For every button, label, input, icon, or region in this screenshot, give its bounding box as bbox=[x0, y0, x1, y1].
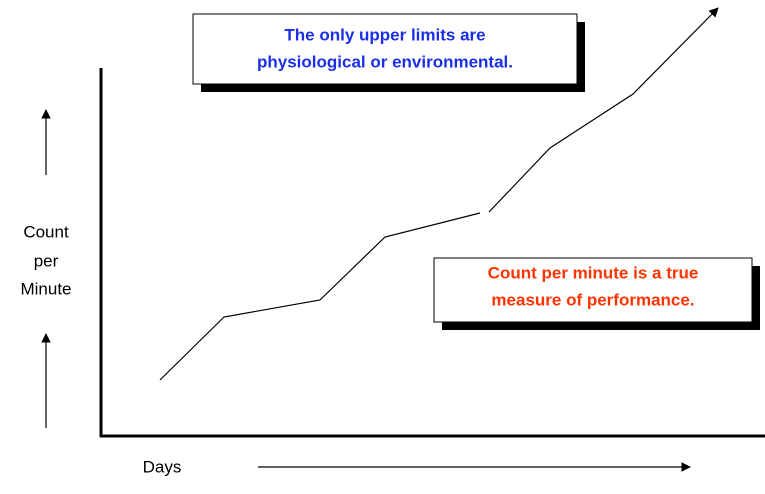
trend-line bbox=[488, 7, 719, 213]
x-axis-label: Days bbox=[143, 457, 182, 476]
callout-text: Count per minute is a true bbox=[488, 263, 699, 282]
callout-text: physiological or environmental. bbox=[257, 52, 513, 71]
callout-box bbox=[192, 13, 578, 85]
y-axis-label: per bbox=[34, 251, 59, 270]
callout-box bbox=[433, 257, 753, 323]
callout-text: measure of performance. bbox=[491, 290, 694, 309]
y-axis-label: Minute bbox=[20, 279, 71, 298]
y-axis-label: Count bbox=[23, 222, 69, 241]
callout-text: The only upper limits are bbox=[284, 25, 485, 44]
trend-line bbox=[159, 212, 481, 381]
